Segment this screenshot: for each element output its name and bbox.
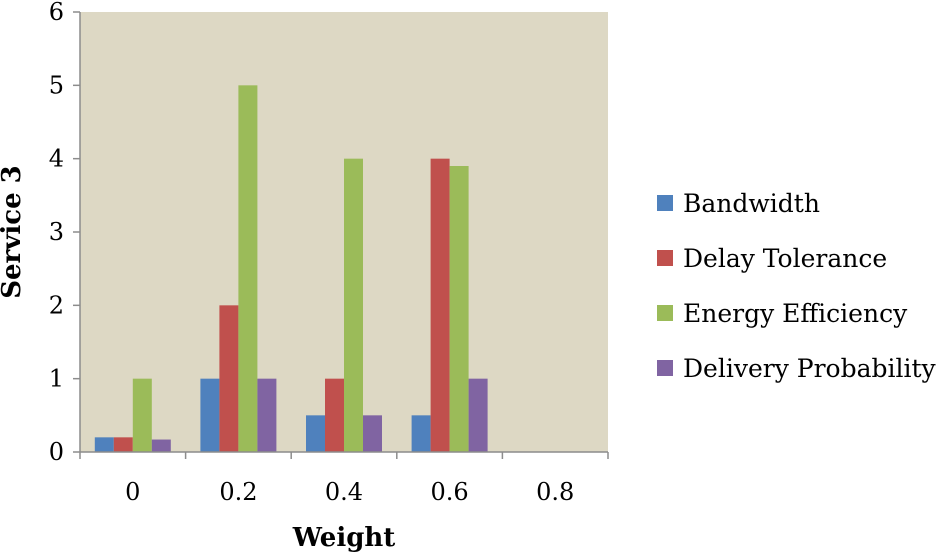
bar-delivery-probability: [151, 439, 171, 452]
bar-bandwidth: [200, 378, 220, 452]
bar-delay-tolerance: [219, 305, 239, 452]
bar-bandwidth: [306, 415, 325, 452]
legend-label: Delay Tolerance: [683, 244, 887, 273]
y-tick-label: 4: [49, 145, 64, 173]
bar-delay-tolerance: [325, 378, 344, 452]
x-tick-label: 0.4: [325, 478, 363, 506]
bar-delivery-probability: [468, 378, 488, 452]
y-tick-label: 6: [49, 0, 64, 26]
x-tick-label: 0: [125, 478, 140, 506]
bar-energy-efficiency: [132, 378, 152, 452]
legend-label: Energy Efficiency: [683, 299, 908, 328]
y-tick-label: 3: [49, 218, 64, 246]
bar-delay-tolerance: [430, 158, 450, 452]
y-tick-label: 5: [49, 71, 64, 99]
legend-swatch: [657, 360, 673, 376]
y-axis-ticks: 0 1 2 3 4 5 6: [49, 0, 80, 466]
y-tick-label: 0: [49, 438, 64, 466]
bars-group: [94, 85, 488, 452]
legend-label: Bandwidth: [683, 189, 820, 218]
x-axis-ticks: 0 0.2 0.4 0.6 0.8: [79, 452, 609, 506]
x-axis-title: Weight: [292, 523, 396, 553]
bar-bandwidth: [94, 437, 114, 452]
bar-bandwidth: [411, 415, 431, 452]
y-axis-title: Service 3: [0, 165, 27, 299]
legend-swatch: [657, 305, 673, 321]
x-tick-label: 0.2: [219, 478, 257, 506]
legend-swatch: [657, 195, 673, 211]
y-tick-label: 2: [49, 291, 64, 319]
bar-energy-efficiency: [344, 158, 363, 452]
x-tick-label: 0.8: [536, 478, 574, 506]
bar-delivery-probability: [257, 378, 277, 452]
y-tick-label: 1: [49, 365, 64, 393]
bar-delivery-probability: [363, 415, 382, 452]
bar-energy-efficiency: [449, 166, 469, 452]
legend-swatch: [657, 250, 673, 266]
x-tick-label: 0.6: [431, 478, 469, 506]
legend: Bandwidth Delay Tolerance Energy Efficienc…: [657, 189, 937, 383]
bar-energy-efficiency: [238, 85, 258, 452]
legend-label: Delivery Probability: [683, 354, 937, 383]
bar-delay-tolerance: [113, 437, 133, 452]
